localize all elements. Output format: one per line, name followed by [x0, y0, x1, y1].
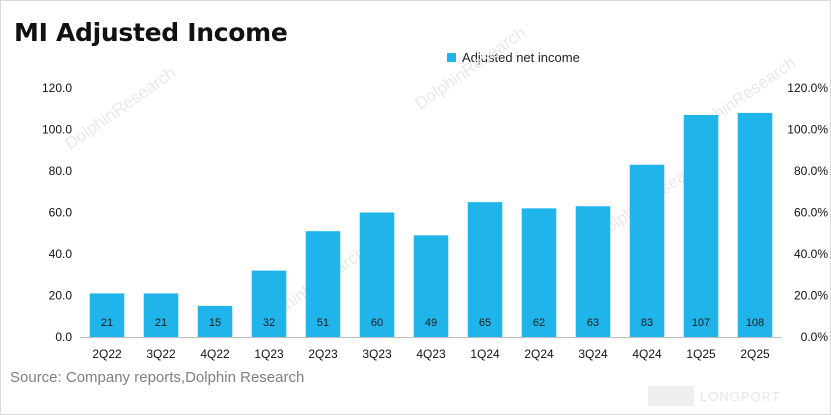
x-tick-label: 1Q25 — [686, 347, 716, 361]
legend-label: Adjusted net income — [462, 50, 580, 65]
data-label: 32 — [263, 317, 275, 329]
y-tick-label: 20.0 — [49, 289, 73, 303]
data-label: 60 — [371, 317, 383, 329]
data-label: 65 — [479, 317, 491, 329]
chart-title: MI Adjusted Income — [14, 18, 288, 47]
longport-watermark: LONGPORT — [648, 386, 781, 406]
y2-tick-label: 20.0% — [794, 289, 828, 303]
y2-tick-label: 0.0% — [801, 330, 829, 344]
longport-logo-block — [648, 386, 694, 406]
x-tick-label: 3Q24 — [578, 347, 608, 361]
data-label: 63 — [587, 317, 599, 329]
bar — [143, 293, 179, 337]
data-label: 107 — [692, 317, 710, 329]
legend: Adjusted net income — [447, 50, 580, 65]
data-label: 108 — [746, 317, 764, 329]
data-label: 21 — [155, 317, 167, 329]
bar — [467, 202, 503, 337]
bar — [575, 206, 611, 337]
x-tick-label: 4Q22 — [200, 347, 230, 361]
x-tick-label: 2Q22 — [92, 347, 122, 361]
data-label: 21 — [101, 317, 113, 329]
legend-swatch — [447, 53, 456, 62]
y-tick-label: 100.0 — [42, 123, 72, 137]
data-label: 15 — [209, 317, 221, 329]
bar — [683, 114, 719, 337]
x-tick-label: 2Q25 — [740, 347, 770, 361]
watermark-text: DolphinResearch — [61, 63, 179, 153]
bar — [359, 212, 395, 337]
y-tick-label: 0.0 — [55, 330, 72, 344]
longport-watermark-text: LONGPORT — [700, 388, 781, 404]
bar — [629, 164, 665, 337]
data-label: 51 — [317, 317, 329, 329]
y2-tick-label: 80.0% — [794, 164, 828, 178]
y2-tick-label: 40.0% — [794, 247, 828, 261]
bar — [413, 235, 449, 337]
data-label: 83 — [641, 317, 653, 329]
x-tick-label: 2Q24 — [524, 347, 554, 361]
x-tick-label: 3Q22 — [146, 347, 176, 361]
x-tick-label: 1Q24 — [470, 347, 500, 361]
x-tick-label: 2Q23 — [308, 347, 338, 361]
x-tick-label: 4Q23 — [416, 347, 446, 361]
x-tick-label: 4Q24 — [632, 347, 662, 361]
bar — [305, 231, 341, 337]
source-note: Source: Company reports,Dolphin Research — [10, 369, 305, 386]
data-label: 62 — [533, 317, 545, 329]
data-label: 49 — [425, 317, 437, 329]
bar — [89, 293, 125, 337]
y-tick-label: 60.0 — [49, 206, 73, 220]
watermark-text: DolphinResearch — [411, 23, 529, 113]
bar — [737, 112, 773, 338]
y2-tick-label: 60.0% — [794, 206, 828, 220]
x-tick-label: 3Q23 — [362, 347, 392, 361]
x-tick-label: 1Q23 — [254, 347, 284, 361]
bar — [197, 305, 233, 337]
bar — [251, 270, 287, 337]
y-tick-label: 80.0 — [49, 164, 73, 178]
bar — [521, 208, 557, 337]
y2-tick-label: 120.0% — [787, 81, 828, 95]
y-tick-label: 40.0 — [49, 247, 73, 261]
y2-tick-label: 100.0% — [787, 123, 828, 137]
y-tick-label: 120.0 — [42, 81, 72, 95]
